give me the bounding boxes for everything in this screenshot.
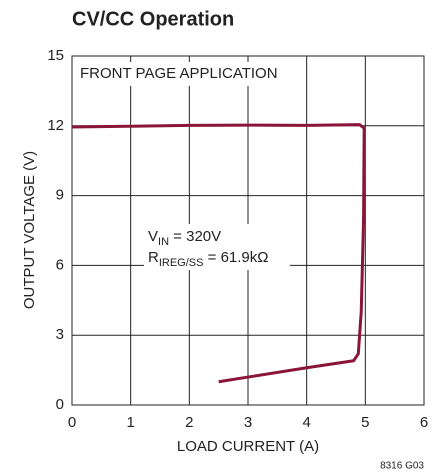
y-tick-label: 9 xyxy=(56,187,64,204)
annotation-rest: = 61.9kΩ xyxy=(203,249,268,266)
y-tick-label: 3 xyxy=(56,326,64,343)
x-tick-label: 2 xyxy=(185,414,193,431)
annotation: FRONT PAGE APPLICATION xyxy=(80,65,278,82)
figure-id: 8316 G03 xyxy=(380,461,424,472)
y-tick-label: 15 xyxy=(47,47,64,64)
x-tick-label: 6 xyxy=(420,414,428,431)
annotation: RIREG/SS = 61.9kΩ xyxy=(148,249,268,269)
annotation-sub: IREG/SS xyxy=(159,257,204,269)
y-axis-label: OUTPUT VOLTAGE (V) xyxy=(21,151,38,309)
y-tick-label: 0 xyxy=(56,396,64,413)
data-line xyxy=(71,123,366,384)
x-tick-label: 3 xyxy=(244,414,252,431)
annotation: VIN = 320V xyxy=(148,228,221,248)
annotation-rest: = 320V xyxy=(169,228,221,245)
x-tick-label: 0 xyxy=(68,414,76,431)
annotation-text: FRONT PAGE APPLICATION xyxy=(80,65,278,82)
annotation-sub: IN xyxy=(158,236,169,248)
annotation-bg xyxy=(78,62,294,86)
annotation-text: R xyxy=(148,249,159,266)
x-tick-label: 5 xyxy=(361,414,369,431)
annotation-text: V xyxy=(148,228,158,245)
y-tick-label: 12 xyxy=(47,117,64,134)
x-tick-label: 1 xyxy=(126,414,134,431)
annotation-bg xyxy=(144,224,290,270)
y-tick-label: 6 xyxy=(56,256,64,273)
chart-title: CV/CC Operation xyxy=(72,8,234,30)
x-tick-label: 4 xyxy=(302,414,310,431)
x-axis-label: LOAD CURRENT (A) xyxy=(177,438,319,455)
